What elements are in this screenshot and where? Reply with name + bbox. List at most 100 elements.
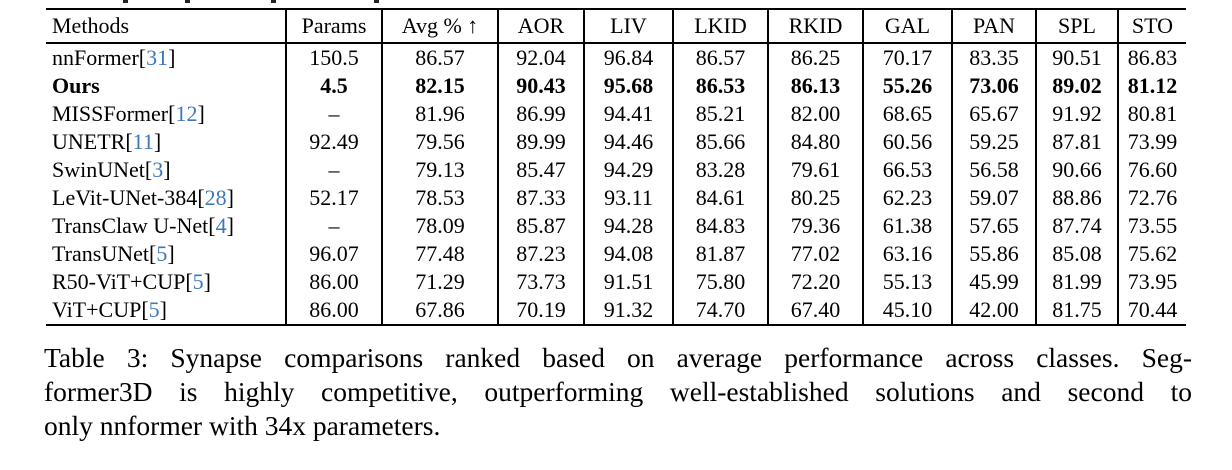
table-row-missformer: MISSFormer[12] –81.96 86.99 94.41 85.21 82.00… [46,100,1186,128]
table-row-ours: Ours 4.5 82.15 90.43 95.68 86.53 86.13 55.26 73.… [46,72,1186,100]
method-cell: ViT+CUP[5] [46,296,287,325]
value-cell-params: 86.00 [286,268,383,296]
header-row: Methods Params Avg % ↑ AOR LIV LKID RKID GAL PAN… [46,9,1186,44]
value-cell-liv: 91.32 [584,296,674,325]
citation-link[interactable]: 31 [146,45,169,70]
method-cell: TransUNet[5] [46,240,287,268]
table-row-unetr: UNETR[11] 92.49 79.56 89.99 94.46 85.66 84.80 6… [46,128,1186,156]
value-cell-sto: 73.99 [1127,129,1178,154]
method-name: TransClaw U-Net [52,213,209,238]
value-cell-rkid: 79.36 [768,212,864,240]
citation-link[interactable]: 5 [192,269,204,294]
caption-line-1: Table 3: Synapse comparisons ranked base… [44,342,1192,373]
column-header-sto: STO [1118,9,1186,44]
value-cell-spl: 81.75 [1036,296,1119,325]
value-cell-pan: 73.06 [952,72,1037,100]
citation-bracket-open: [ [138,45,147,70]
value-cell-rkid: 72.20 [768,268,864,296]
table-row-swinunet: SwinUNet[3] –79.13 85.47 94.29 83.28 79.61 66.… [46,156,1186,184]
value-cell-gal: 55.13 [863,268,953,296]
value-cell-lkid: 81.87 [673,240,769,268]
value-cell-liv: 91.51 [584,268,674,296]
value-cell-gal: 55.26 [863,72,953,100]
value-cell-pan: 59.25 [952,128,1037,156]
citation-link[interactable]: 5 [156,241,168,266]
value-cell-avg: 79.13 [382,156,499,184]
value-cell-spl: 85.08 [1036,240,1119,268]
value-cell-aor: 87.23 [498,240,585,268]
caption-line-2: former3D is highly competitive, outperfo… [44,376,1192,407]
column-header-pan: PAN [952,9,1037,44]
caption-line-3: only nnformer with 34x parameters. [44,410,441,441]
value-cell-pan: 59.07 [952,184,1037,212]
value-cell-avg: 82.15 [382,72,499,100]
value-cell-sto: 73.95 [1127,269,1178,294]
column-header-methods: Methods [46,9,287,44]
value-cell-liv: 93.11 [584,184,674,212]
value-cell-spl: 87.74 [1036,212,1119,240]
value-cell-aor: 85.47 [498,156,585,184]
value-cell-rkid: 79.61 [768,156,864,184]
value-cell-lkid: 85.66 [673,128,769,156]
value-cell-lkid: 84.61 [673,184,769,212]
value-cell-liv: 96.84 [584,43,674,72]
value-cell-params: 52.17 [286,184,383,212]
value-cell-aor: 89.99 [498,128,585,156]
citation-link[interactable]: 4 [215,213,227,238]
column-header-aor: AOR [498,9,585,44]
citation-link[interactable]: 11 [132,129,154,154]
value-cell-gal: 68.65 [863,100,953,128]
value-cell-pan: 65.67 [952,100,1037,128]
method-cell: SwinUNet[3] [46,156,287,184]
value-cell-params: 86.00 [286,296,383,325]
value-cell-liv: 94.29 [584,156,674,184]
method-name: UNETR [52,129,126,154]
citation-bracket-close: ] [168,45,176,70]
value-cell-lkid: 85.21 [673,100,769,128]
value-cell-gal: 66.53 [863,156,953,184]
citation-bracket-close: ] [226,213,234,238]
value-cell-params: 4.5 [286,72,383,100]
citation-bracket-open: [ [125,129,133,154]
method-cell: LeVit-UNet-384[28] [46,184,287,212]
citation-link[interactable]: 12 [175,101,198,126]
value-cell-lkid: 83.28 [673,156,769,184]
table-row-transunet: TransUNet[5] 96.07 77.48 87.23 94.08 81.87 77.… [46,240,1186,268]
method-cell: Ours [46,72,287,100]
table-row-r50-vit-cup: R50-ViT+CUP[5] 86.00 71.29 73.73 91.51 75.80 7… [46,268,1186,296]
value-cell-sto: 75.62 [1127,241,1178,266]
results-table: Methods Params Avg % ↑ AOR LIV LKID RKID GAL PAN… [46,8,1186,326]
value-cell-rkid: 80.25 [768,184,864,212]
value-cell-aor: 92.04 [498,43,585,72]
clipped-text-artifact [123,0,128,3]
value-cell-lkid: 75.80 [673,268,769,296]
citation-link[interactable]: 28 [204,185,227,210]
value-cell-avg: 67.86 [382,296,499,325]
citation-link[interactable]: 5 [148,297,160,322]
value-cell-aor: 86.99 [498,100,585,128]
citation-bracket-open: [ [168,101,176,126]
citation-bracket-close: ] [159,297,167,322]
value-cell-sto: 72.76 [1127,185,1178,210]
citation-bracket-close: ] [197,101,205,126]
method-name: ViT+CUP [52,297,142,322]
table-row-levit-unet-384: LeVit-UNet-384[28] 52.17 78.53 87.33 93.11 84… [46,184,1186,212]
value-cell-sto: 86.83 [1127,45,1178,70]
citation-bracket-close: ] [153,129,162,154]
value-cell-rkid: 86.13 [768,72,864,100]
method-cell: R50-ViT+CUP[5] [46,268,287,296]
value-cell-params: 96.07 [286,240,383,268]
value-cell-aor: 85.87 [498,212,585,240]
column-header-spl: SPL [1036,9,1119,44]
value-cell-lkid: 86.57 [673,43,769,72]
value-cell-pan: 42.00 [952,296,1037,325]
value-cell-aor: 87.33 [498,184,585,212]
citation-link[interactable]: 3 [152,157,164,182]
value-cell-aor: 70.19 [498,296,585,325]
value-cell-spl: 90.66 [1036,156,1119,184]
value-cell-spl: 81.99 [1036,268,1119,296]
method-cell: UNETR[11] [46,128,287,156]
value-cell-pan: 56.58 [952,156,1037,184]
value-cell-gal: 70.17 [863,43,953,72]
clipped-text-artifact [271,0,276,3]
